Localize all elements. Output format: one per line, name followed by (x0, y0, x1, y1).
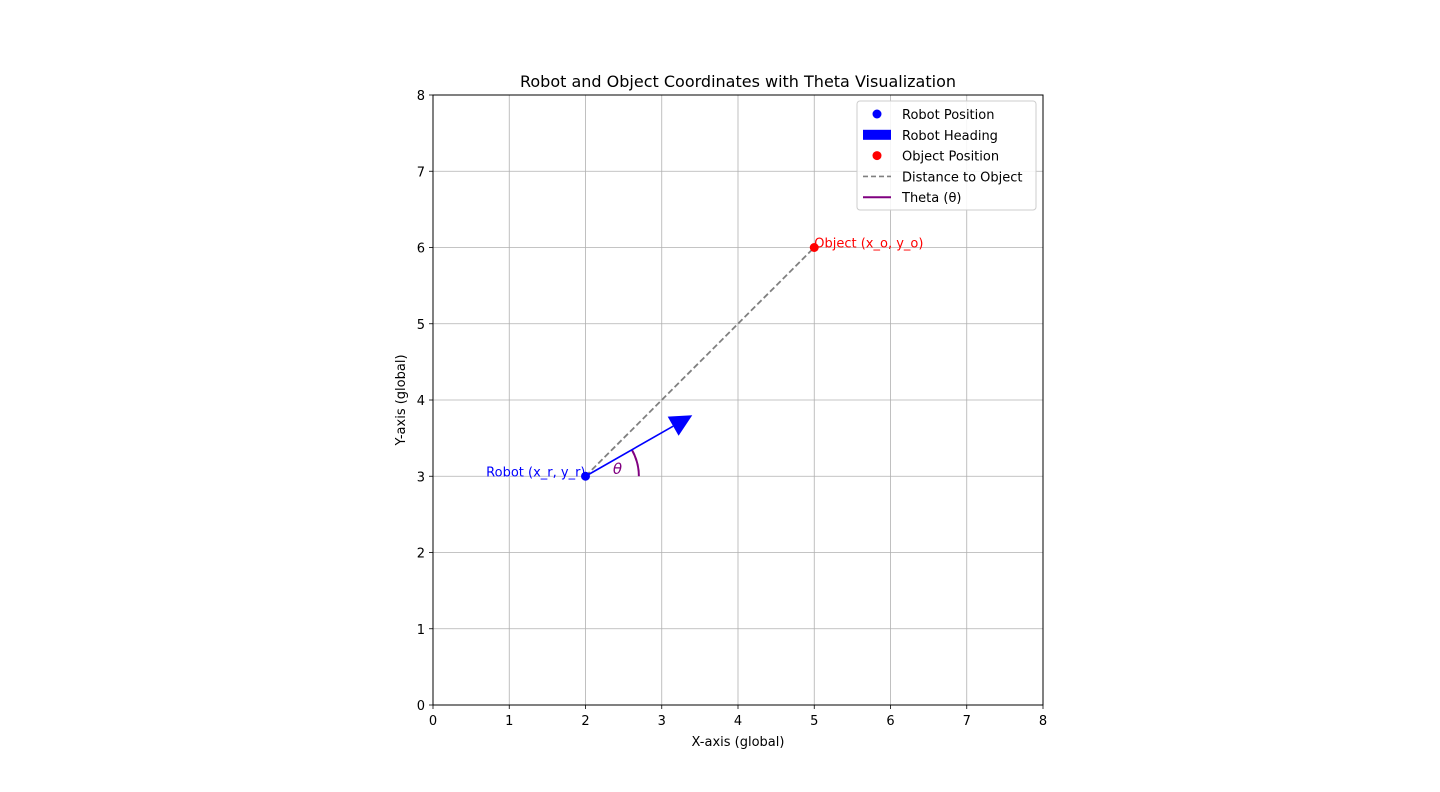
plot-frame (432, 94, 1044, 706)
legend-marker-dot (872, 151, 882, 161)
y-tick-label: 4 (417, 394, 425, 409)
y-tick-label: 0 (417, 699, 425, 714)
robot-annotation: Robot (x_r, y_r) (486, 465, 585, 480)
y-tick-label: 7 (417, 165, 425, 180)
ticks-layer: 0 1 2 3 4 5 6 7 8 0 1 2 3 4 5 6 7 8 (417, 89, 1047, 729)
x-tick-label: 8 (1039, 714, 1047, 729)
x-tick-label: 3 (658, 714, 666, 729)
legend: Robot Position Robot Heading Object Positi… (856, 100, 1037, 211)
chart-title: Robot and Object Coordinates with Theta … (520, 72, 956, 91)
x-tick-label: 7 (963, 714, 971, 729)
object-annotation: Object (x_o, y_o) (814, 237, 923, 252)
heading-arrow-head (667, 415, 693, 436)
data-layer: θ Robot (x_r, y_r) Object (x_o, y_o) (486, 237, 923, 481)
y-tick-label: 8 (417, 89, 425, 104)
x-tick-label: 1 (505, 714, 513, 729)
y-tick-label: 5 (417, 318, 425, 333)
legend-box (856, 100, 1037, 211)
x-tick-label: 0 (429, 714, 437, 729)
heading-arrow-shaft (585, 425, 674, 477)
legend-marker-rect (863, 129, 891, 140)
x-tick-label: 4 (734, 714, 742, 729)
x-tick-label: 2 (581, 714, 589, 729)
legend-label: Robot Heading (902, 129, 998, 144)
legend-label: Distance to Object (902, 170, 1023, 185)
distance-line (584, 246, 815, 477)
y-tick-label: 3 (417, 470, 425, 485)
legend-marker-dot (872, 109, 882, 119)
legend-label: Robot Position (902, 108, 994, 123)
y-tick-label: 2 (417, 547, 425, 562)
object-point (809, 243, 819, 252)
y-tick-label: 6 (417, 242, 425, 257)
legend-label: Theta (θ) (901, 191, 961, 206)
x-tick-label: 5 (810, 714, 818, 729)
robot-point (581, 471, 590, 481)
x-axis-label: X-axis (global) (692, 735, 785, 750)
legend-label: Object Position (902, 150, 999, 165)
y-tick-label: 1 (417, 623, 425, 638)
x-tick-label: 6 (886, 714, 894, 729)
theta-label: θ (613, 460, 622, 478)
theta-arc (630, 449, 640, 477)
y-axis-label: Y-axis (global) (394, 354, 409, 446)
